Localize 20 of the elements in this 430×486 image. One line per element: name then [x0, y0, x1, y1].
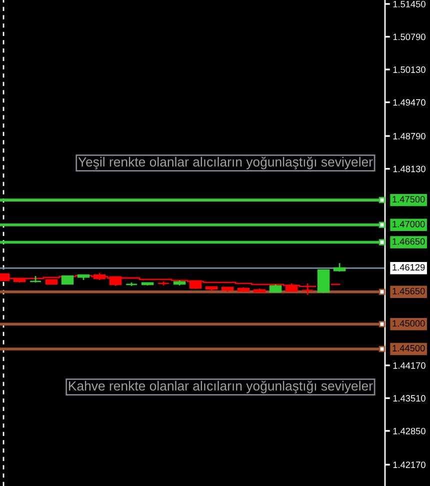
y-tick-label: 1.51450	[393, 0, 426, 8]
y-tick-label: 1.50790	[393, 34, 426, 40]
ref-line-label: 1.47500	[392, 196, 425, 203]
ref-line-label: 1.46129	[392, 264, 425, 271]
y-tick-label: 1.49470	[393, 99, 426, 106]
y-tick-label: 1.48790	[393, 132, 426, 140]
y-tick-label: 1.44170	[393, 362, 426, 369]
y-tick-label: 1.50130	[393, 66, 426, 73]
ref-line-label: 1.45650	[392, 288, 425, 294]
candlestick	[317, 269, 330, 294]
ref-line-label: 1.44500	[392, 344, 425, 352]
ref-line-label: 1.47000	[392, 220, 425, 228]
y-tick-label: 1.43510	[393, 395, 426, 402]
y-tick-label: 1.42850	[393, 428, 426, 434]
y-tick-label: 1.42170	[393, 462, 426, 468]
ref-line-label: 1.45000	[392, 320, 425, 327]
annotation: Kahve renkte olanlar alıcıların yoğunlaştığı seviyeler	[69, 380, 373, 394]
ref-line-label: 1.46650	[392, 238, 425, 245]
annotation: Yeşil renkte olanlar alıcıların yoğunlaştığı seviyeler	[78, 156, 373, 170]
y-tick-label: 1.48130	[393, 166, 426, 172]
